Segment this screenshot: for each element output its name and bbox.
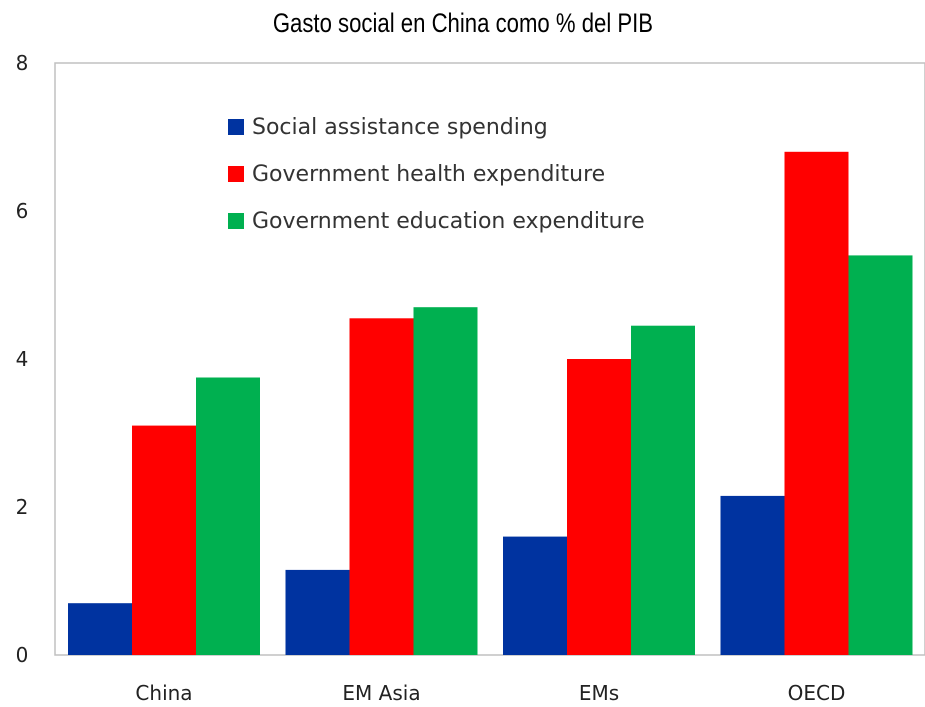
y-tick-label: 2 (16, 495, 29, 519)
legend-swatch-1 (228, 119, 244, 135)
legend-swatch-3 (228, 213, 244, 229)
x-tick-label: EM Asia (342, 681, 420, 705)
bar-ems-series-1 (503, 536, 567, 655)
bar-em-asia-series-1 (285, 569, 350, 655)
bar-china-series-1 (68, 603, 132, 655)
bar-china-series-2 (132, 425, 196, 655)
bar-ems-series-2 (567, 359, 631, 655)
y-tick-label: 0 (16, 643, 29, 667)
x-tick-label: China (135, 681, 192, 705)
bar-em-asia-series-3 (413, 307, 478, 655)
bar-ems-series-3 (631, 325, 695, 655)
bar-oecd-series-1 (720, 495, 785, 655)
bar-oecd-series-2 (784, 151, 849, 656)
x-tick-label: EMs (579, 681, 619, 705)
legend-label-1: Social assistance spending (252, 115, 548, 140)
chart-title: Gasto social en China como % del PIB (272, 8, 654, 38)
y-tick-label: 6 (16, 199, 29, 223)
legend-swatch-2 (228, 166, 244, 182)
x-tick-label: OECD (788, 681, 846, 705)
bar-oecd-series-3 (848, 255, 913, 655)
legend-label-2: Government health expenditure (252, 162, 605, 187)
legend-label-3: Government education expenditure (252, 209, 645, 234)
y-tick-label: 8 (16, 51, 29, 75)
bar-china-series-3 (196, 377, 260, 655)
plot-frame (54, 62, 925, 656)
y-tick-label: 4 (16, 347, 29, 371)
bar-em-asia-series-2 (349, 318, 414, 655)
